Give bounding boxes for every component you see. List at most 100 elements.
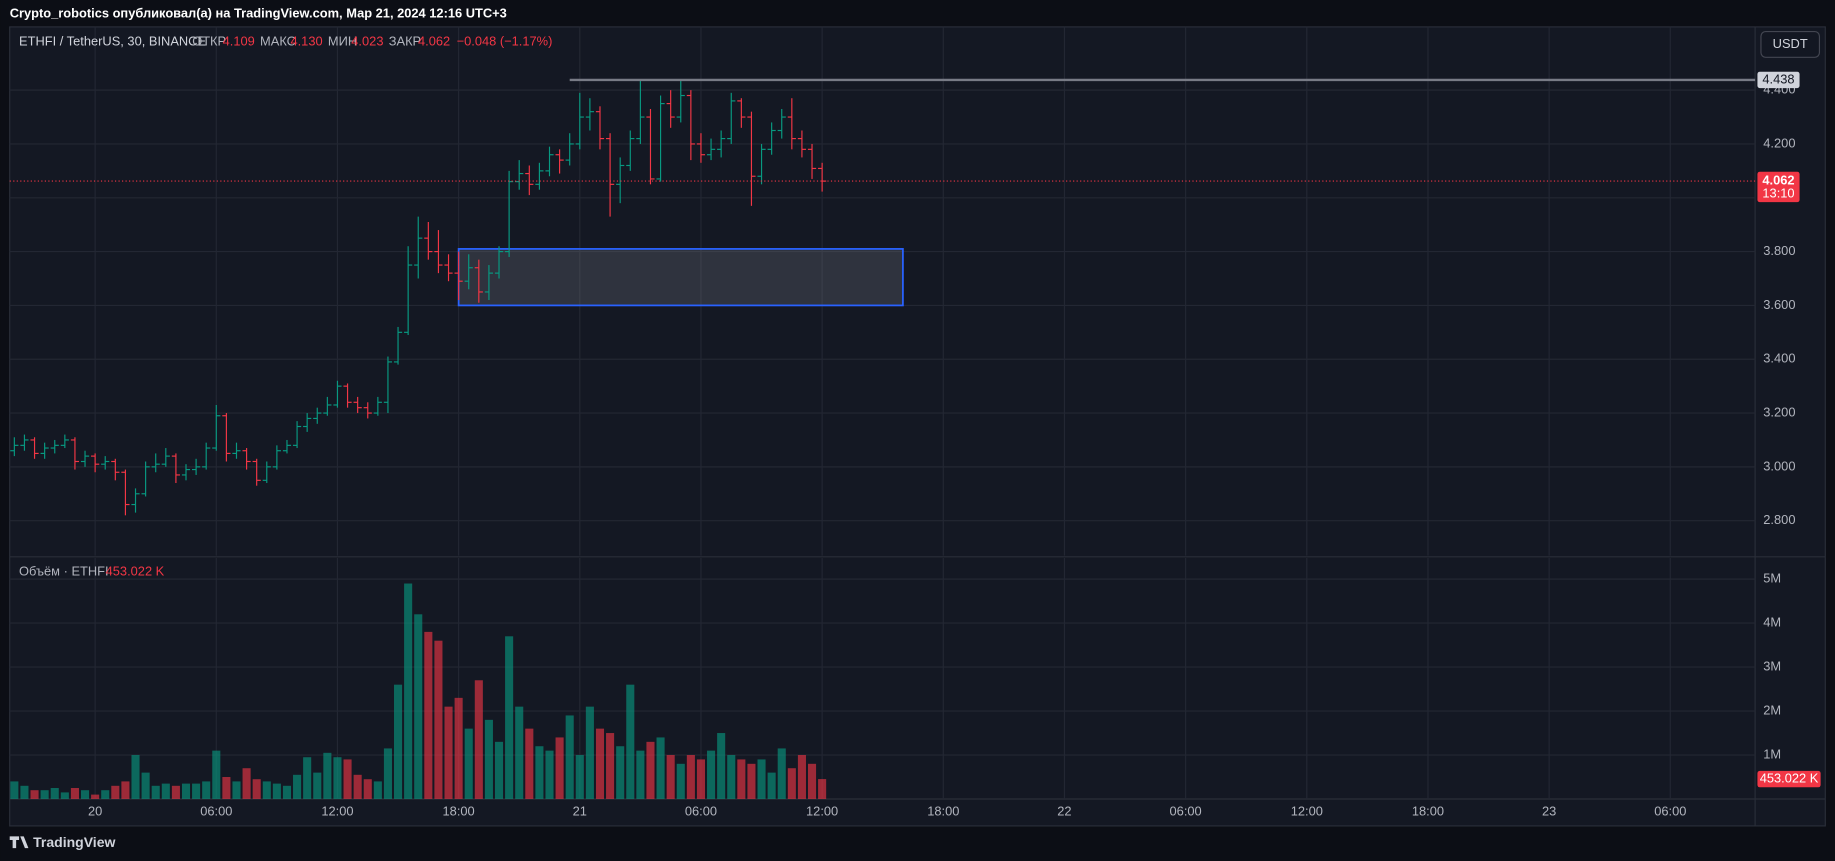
volume-title: Объём · ETHFI (19, 563, 109, 578)
volume-tick-label: 1M (1763, 746, 1781, 761)
volume-bar (20, 785, 29, 799)
y-tick-label: 3.000 (1763, 458, 1795, 473)
volume-bar (40, 790, 49, 799)
volume-bar (585, 706, 594, 799)
volume-bar (535, 746, 544, 799)
volume-bar (807, 763, 817, 799)
volume-bar (686, 755, 695, 799)
volume-bar (293, 774, 302, 799)
volume-bar (565, 715, 574, 799)
volume-bar (192, 783, 201, 799)
symbol: ETHFI / TetherUS, 30, BINANCE (19, 34, 206, 49)
volume-bar (232, 781, 241, 799)
x-tick-label: 18:00 (1412, 803, 1444, 818)
volume-bar (606, 733, 615, 799)
legend-low: 4.023 (351, 34, 383, 49)
volume-bar (696, 759, 705, 799)
volume-bar (555, 737, 564, 799)
volume-bar (383, 748, 392, 799)
x-tick-label: 06:00 (200, 803, 232, 818)
volume-bar (404, 583, 413, 799)
volume-bar (323, 752, 332, 799)
volume-bar (717, 733, 726, 799)
volume-bar (10, 781, 19, 799)
volume-bar (515, 706, 524, 799)
hline-tag-label: 4.438 (1762, 71, 1794, 86)
volume-bar (676, 763, 685, 799)
volume-bar (575, 755, 584, 799)
y-tick-label: 3.400 (1763, 351, 1795, 366)
volume-bar (101, 790, 110, 799)
volume-bar (414, 614, 423, 799)
volume-bar (151, 785, 160, 799)
x-tick-label: 21 (573, 803, 587, 818)
x-tick-label: 12:00 (806, 803, 838, 818)
publisher-line: Crypto_robotics опубликовал(а) на Tradin… (10, 5, 507, 20)
legend-high: 4.130 (290, 34, 322, 49)
brand-logo (9, 836, 29, 849)
volume-bar (242, 768, 251, 799)
y-tick-label: 3.800 (1763, 243, 1795, 258)
volume-bar (474, 680, 483, 799)
volume-bar (272, 783, 281, 799)
volume-tick-label: 2M (1763, 702, 1781, 717)
volume-bar (444, 706, 453, 799)
legend-close: 4.062 (418, 34, 450, 49)
chart-frame (9, 26, 1826, 827)
volume-bar (545, 750, 554, 799)
volume-bar (464, 728, 473, 799)
volume-bar (181, 783, 191, 799)
volume-tick-label: 3M (1763, 658, 1781, 673)
marks (10, 79, 904, 799)
volume-bar (222, 777, 231, 799)
volume-bar (737, 759, 746, 799)
volume-bar (363, 779, 372, 799)
volume-bar (454, 697, 463, 799)
legend-low-label: МИН (328, 34, 357, 49)
last-price-label: 4.062 (1762, 172, 1794, 187)
volume-bar (484, 719, 493, 799)
volume-bar (434, 640, 443, 799)
volume-bar (727, 755, 736, 799)
volume-bar (353, 774, 362, 799)
currency-label[interactable]: USDT (1773, 36, 1808, 51)
hline-tag (1757, 71, 1800, 89)
x-tick-label: 06:00 (685, 803, 717, 818)
volume-bar (252, 779, 261, 799)
volume-bar (626, 684, 635, 799)
volume-bar (787, 768, 796, 799)
volume-bar (525, 728, 534, 799)
currency-button[interactable] (1760, 31, 1821, 58)
legend-open-label: ОТКР (192, 34, 226, 49)
volume-bar (797, 755, 806, 799)
x-tick-label: 06:00 (1170, 803, 1202, 818)
volume-bar (202, 781, 211, 799)
volume-bar (121, 781, 130, 799)
brand: TradingView (33, 834, 115, 850)
volume-bar (313, 772, 322, 799)
last-price-tag (1757, 171, 1800, 203)
volume-bar (394, 684, 403, 799)
overlays: 20 06:00 12:00 18:00 21 06:00 12:00 18:00 22 06:0… (9, 71, 1821, 818)
volume-bar (343, 759, 352, 799)
volume-bar (818, 779, 827, 799)
x-tick-label: 18:00 (927, 803, 959, 818)
volume-bar (656, 737, 665, 799)
volume-bar (636, 750, 645, 799)
volume-bar (262, 781, 271, 799)
volume-bar (757, 759, 766, 799)
volume-bar (747, 763, 756, 799)
volume-bar (161, 783, 170, 799)
volume-bar (30, 790, 39, 799)
volume-bar (141, 772, 150, 799)
legend-open: 4.109 (223, 34, 255, 49)
volume-bar (616, 746, 625, 799)
x-tick-label: 18:00 (443, 803, 475, 818)
legend-close-label: ЗАКР (389, 34, 421, 49)
volume-last: 453.022 K (106, 563, 165, 578)
volume-bar (666, 755, 675, 799)
y-tick-label: 3.200 (1763, 404, 1795, 419)
volume-bar (373, 781, 382, 799)
volume-bar (505, 636, 514, 799)
